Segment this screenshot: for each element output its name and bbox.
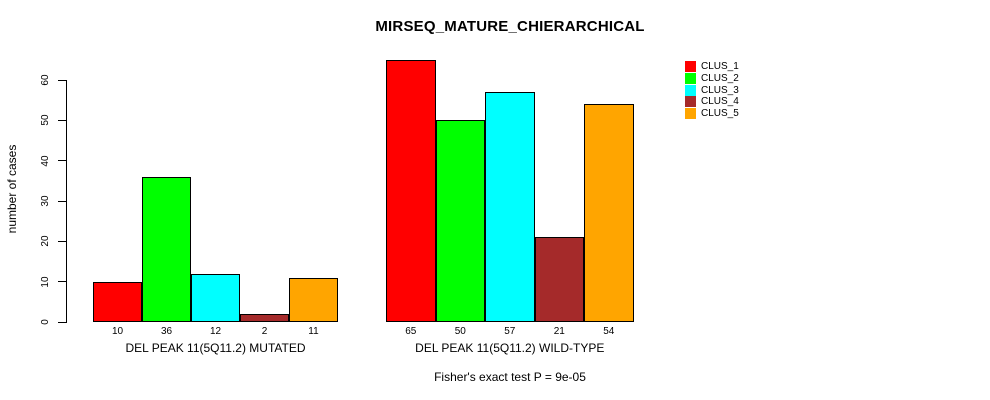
bar-value-label: 12 <box>209 326 222 337</box>
x-group-label: DEL PEAK 11(5Q11.2) WILD-TYPE <box>415 341 605 355</box>
bar-value-label: 54 <box>603 326 615 337</box>
bar-value-label: 50 <box>454 326 466 337</box>
y-tick-label: 10 <box>40 276 51 288</box>
chart-title: MIRSEQ_MATURE_CHIERARCHICAL <box>375 18 645 35</box>
y-tick-label: 0 <box>40 319 51 325</box>
legend-item-clus_3: CLUS_3 <box>685 84 739 96</box>
bar-clus_4-group2 <box>534 237 584 322</box>
legend-swatch <box>685 96 696 108</box>
legend-item-clus_4: CLUS_4 <box>685 96 739 108</box>
y-tick <box>58 240 66 242</box>
legend-swatch <box>685 108 696 120</box>
y-tick <box>58 281 66 283</box>
annotation-fisher-test: Fisher's exact test P = 9e-05 <box>434 370 586 384</box>
y-tick-label: 20 <box>40 235 51 247</box>
legend-swatch <box>685 73 696 85</box>
legend-swatch <box>685 84 696 96</box>
bar-value-label: 11 <box>308 326 319 337</box>
y-axis-title: number of cases <box>5 144 19 234</box>
y-tick <box>58 119 66 121</box>
legend-item-clus_1: CLUS_1 <box>685 61 739 73</box>
bar-value-label: 21 <box>553 326 565 337</box>
bar-clus_1-group2 <box>386 59 436 322</box>
legend-label: CLUS_3 <box>701 84 739 96</box>
bar-value-label: 65 <box>405 326 417 337</box>
y-tick-label: 40 <box>40 155 51 167</box>
y-tick <box>58 321 66 323</box>
bar-clus_3-group2 <box>485 92 535 322</box>
legend-label: CLUS_2 <box>701 73 739 85</box>
legend-swatch <box>685 61 696 73</box>
bar-value-label: 36 <box>160 326 173 337</box>
bar-clus_5-group1 <box>289 277 338 322</box>
y-tick <box>58 79 66 81</box>
bar-value-label: 57 <box>504 326 516 337</box>
bar-clus_1-group1 <box>93 281 142 322</box>
bar-value-label: 2 <box>261 326 268 337</box>
legend-label: CLUS_5 <box>701 108 739 120</box>
legend-item-clus_5: CLUS_5 <box>685 108 739 120</box>
y-axis-line <box>66 80 67 323</box>
y-tick-label: 60 <box>40 74 51 86</box>
bar-clus_4-group1 <box>240 313 289 322</box>
y-tick <box>58 160 66 162</box>
y-tick <box>58 200 66 202</box>
legend-label: CLUS_4 <box>701 96 739 108</box>
legend: CLUS_1 CLUS_2 CLUS_3 CLUS_4 CLUS_5 <box>685 61 739 120</box>
y-tick-label: 30 <box>40 195 51 207</box>
bar-clus_2-group1 <box>142 176 191 322</box>
legend-label: CLUS_1 <box>701 61 739 73</box>
bar-value-label: 10 <box>111 326 124 337</box>
y-tick-label: 50 <box>40 114 51 126</box>
legend-item-clus_2: CLUS_2 <box>685 73 739 85</box>
bar-clus_5-group2 <box>584 104 634 322</box>
bar-clus_3-group1 <box>191 273 240 322</box>
x-group-label: DEL PEAK 11(5Q11.2) MUTATED <box>125 341 306 355</box>
bar-clus_2-group2 <box>435 120 485 322</box>
